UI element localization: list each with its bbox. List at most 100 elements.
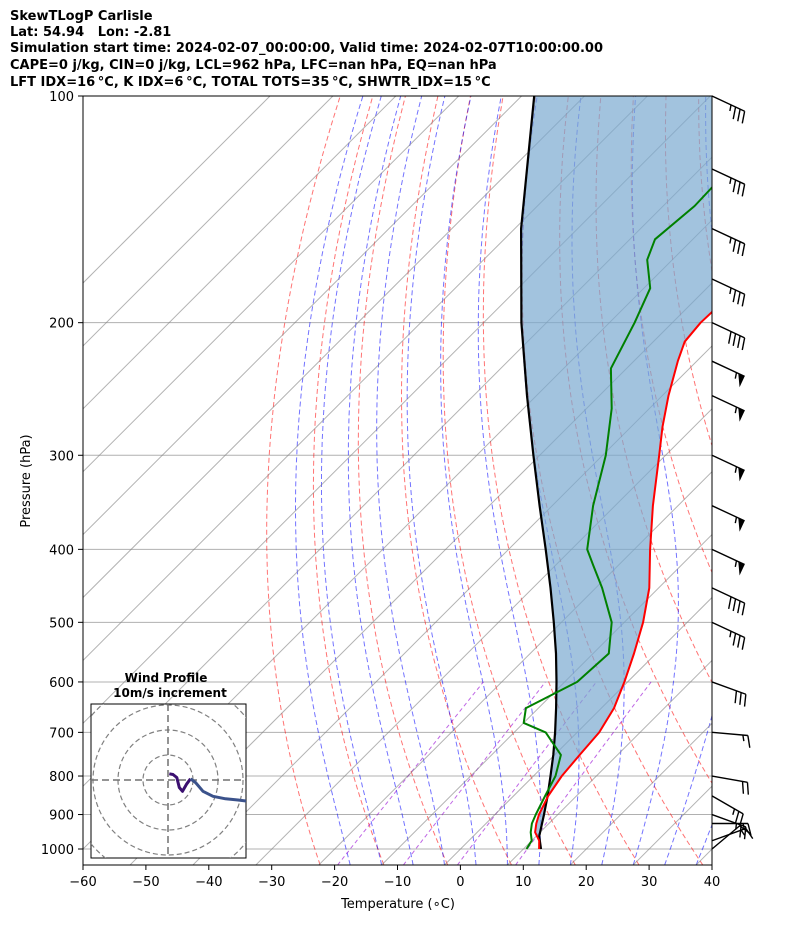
wind-barb-shaft [711,775,748,783]
wind-barb [711,681,747,707]
y-tick-label: 400 [49,543,74,558]
wind-barb-full [745,828,754,840]
wind-barb-full [737,241,741,254]
wind-barb-flag [738,407,745,422]
wind-barb-full [746,782,750,795]
wind-barb-full [737,181,741,195]
y-tick-label: 900 [49,809,74,824]
wind-barb-half [735,823,738,830]
wind-barb-full [737,108,741,122]
isotherm [381,533,712,865]
isotherm [83,96,460,473]
wind-barb-half [742,734,745,742]
wind-barb-half [729,237,732,244]
wind-barb-flag [738,467,745,482]
dry-adiabat [357,96,449,865]
wind-barb-shaft [711,731,748,737]
moist-adiabat [728,96,794,865]
moist-adiabat [295,96,364,865]
isotherm [83,96,271,284]
wind-barb [711,278,746,307]
wind-barb [711,775,750,795]
y-tick-label: 300 [49,449,74,464]
wind-barb-half [729,287,732,295]
wind-barb-full [737,335,741,349]
wind-barb-full [741,294,746,307]
dry-adiabat [698,96,712,275]
title-station: SkewTLogP Carlisle [10,9,153,24]
wind-barb-shaft [711,227,745,245]
wind-barb-half [734,372,738,379]
x-tick-label: 10 [515,875,532,890]
wind-barb-flag [738,373,745,388]
wind-barb-full [734,811,740,824]
isotherm [318,470,712,865]
wind-barb-full [732,106,737,120]
wind-barb [711,227,746,257]
wind-barb [711,548,745,576]
x-tick-label: −30 [258,875,285,890]
wind-barb-full [732,179,737,193]
wind-barb-full [747,735,751,748]
wind-barb-shaft [711,360,745,378]
mixing-ratio-line [457,681,597,865]
wind-barb [711,731,751,748]
isotherm [507,659,712,865]
wind-barb-full [732,633,737,646]
axes: −60 −50 −40 −30 −20 −10 0 10 20 30 40 100 200 300 400 5… [41,90,720,890]
wind-barb-shaft [711,278,745,295]
wind-barb [711,360,745,388]
wind-barb [711,621,746,650]
wind-barb-full [734,690,738,704]
wind-barb-full [739,813,744,826]
moist-adiabat [440,96,508,865]
dry-adiabat [266,96,341,865]
dry-adiabat [731,96,794,865]
wind-barb [711,395,745,422]
plot-clip-group [83,96,794,865]
wind-barb-full [737,291,741,305]
mixing-ratio-line [403,681,546,865]
wind-barb-half [729,177,732,185]
wind-barb-half [732,808,736,815]
wind-barb-full [739,825,742,838]
x-tick-label: −10 [384,875,411,890]
x-axis-label: Temperature (∘C) [340,897,455,912]
dry-adiabat [664,96,712,448]
wind-barb [711,454,745,482]
wind-barb-full [737,600,741,614]
wind-barb-full [741,637,746,650]
wind-barb [711,168,746,197]
dry-adiabat [400,96,512,865]
wind-barb [711,95,746,124]
wind-barb-full [727,596,732,610]
moist-adiabat [321,96,383,865]
wind-barb-full [741,184,746,197]
dry-adiabat [764,96,794,865]
title-indices-2: LFT IDX=16 °C, K IDX=6 °C, TOTAL TOTS=35… [10,75,491,90]
x-tick-label: −50 [132,875,159,890]
isotherm [569,722,712,865]
wind-barb-half [734,560,738,567]
isotherm [83,96,334,347]
title-times: Simulation start time: 2024-02-07_00:00:… [10,41,603,56]
hodograph-clip-group [91,704,246,858]
wind-barb-full [732,598,737,612]
wind-barb-full [741,337,746,351]
wind-barb [711,322,746,351]
isotherm [83,96,585,599]
wind-barb-full [732,333,737,346]
dry-adiabat [442,96,576,865]
wind-barb-shaft [711,168,745,185]
wind-barb-shaft [711,621,745,639]
x-tick-label: −20 [321,875,348,890]
wind-barb-shaft [711,587,745,604]
wind-barb-shaft [711,548,745,566]
y-tick-label: 800 [49,770,74,785]
isotherm [83,96,522,536]
wind-barb-half [734,406,738,414]
mixing-ratio-line [515,681,652,865]
wind-barb-shaft [711,95,745,112]
title-latlon: Lat: 54.94 Lon: -2.81 [10,25,172,40]
